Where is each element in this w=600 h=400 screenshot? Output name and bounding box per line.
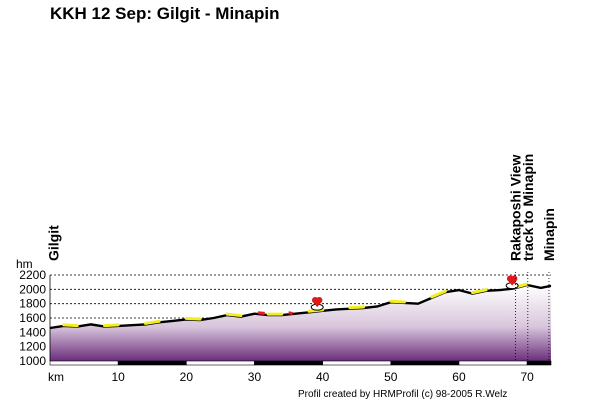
x-tick-label: 10	[111, 370, 125, 384]
waypoint-label: Gilgit	[45, 225, 61, 261]
y-tick-label: 2200	[19, 268, 46, 282]
x-tick-label: 70	[520, 370, 534, 384]
x-scale-segment	[322, 360, 392, 366]
y-axis-label: hm	[16, 257, 33, 271]
x-scale-segment	[526, 360, 552, 366]
gradient-segment	[225, 312, 243, 318]
x-scale-segment	[458, 360, 528, 366]
x-scale-segment	[390, 360, 460, 366]
credit-text: Profil created by HRMProfil (c) 98-2005 …	[298, 389, 507, 400]
gradient-segment	[430, 289, 447, 299]
x-tick-label: 50	[384, 370, 398, 384]
highlight-layer	[62, 282, 529, 328]
y-tick-label: 1600	[19, 311, 46, 325]
y-tick-label: 1800	[19, 297, 46, 311]
waypoint-label: Minapin	[541, 208, 557, 261]
gradient-segment	[471, 288, 488, 295]
gradient-segment	[348, 305, 366, 310]
waypoint-label: Rakaposhi View	[508, 155, 524, 261]
marker-icon	[312, 301, 323, 308]
steep-segment	[257, 311, 265, 315]
elevation-area	[50, 285, 551, 361]
gradient-segment	[103, 323, 120, 328]
y-tick-label: 2000	[19, 282, 46, 296]
y-tick-label: 1200	[19, 340, 46, 354]
steep-segment	[288, 311, 293, 315]
x-tick-label: 40	[316, 370, 330, 384]
x-scale-segment	[186, 360, 255, 366]
chart-title: KKH 12 Sep: Gilgit - Minapin	[50, 4, 280, 23]
y-tick-label: 1400	[19, 325, 46, 339]
gradient-segment	[184, 316, 202, 321]
elevation-line	[49, 283, 552, 330]
x-scale-segment	[117, 360, 187, 366]
x-axis-label: km	[48, 370, 64, 384]
y-tick-label: 1000	[19, 354, 46, 368]
x-tick-label: 20	[180, 370, 194, 384]
x-tick-label: 30	[248, 370, 262, 384]
x-tick-label: 60	[452, 370, 466, 384]
x-scale-segment	[49, 360, 119, 366]
waypoint-label: track to Minapin	[520, 154, 536, 261]
x-scale-segment	[254, 360, 323, 366]
gradient-segment	[389, 299, 406, 304]
marker-icon	[507, 279, 518, 286]
marker-layer	[310, 275, 519, 311]
gradient-segment	[143, 319, 161, 325]
gradient-segment	[62, 323, 79, 328]
